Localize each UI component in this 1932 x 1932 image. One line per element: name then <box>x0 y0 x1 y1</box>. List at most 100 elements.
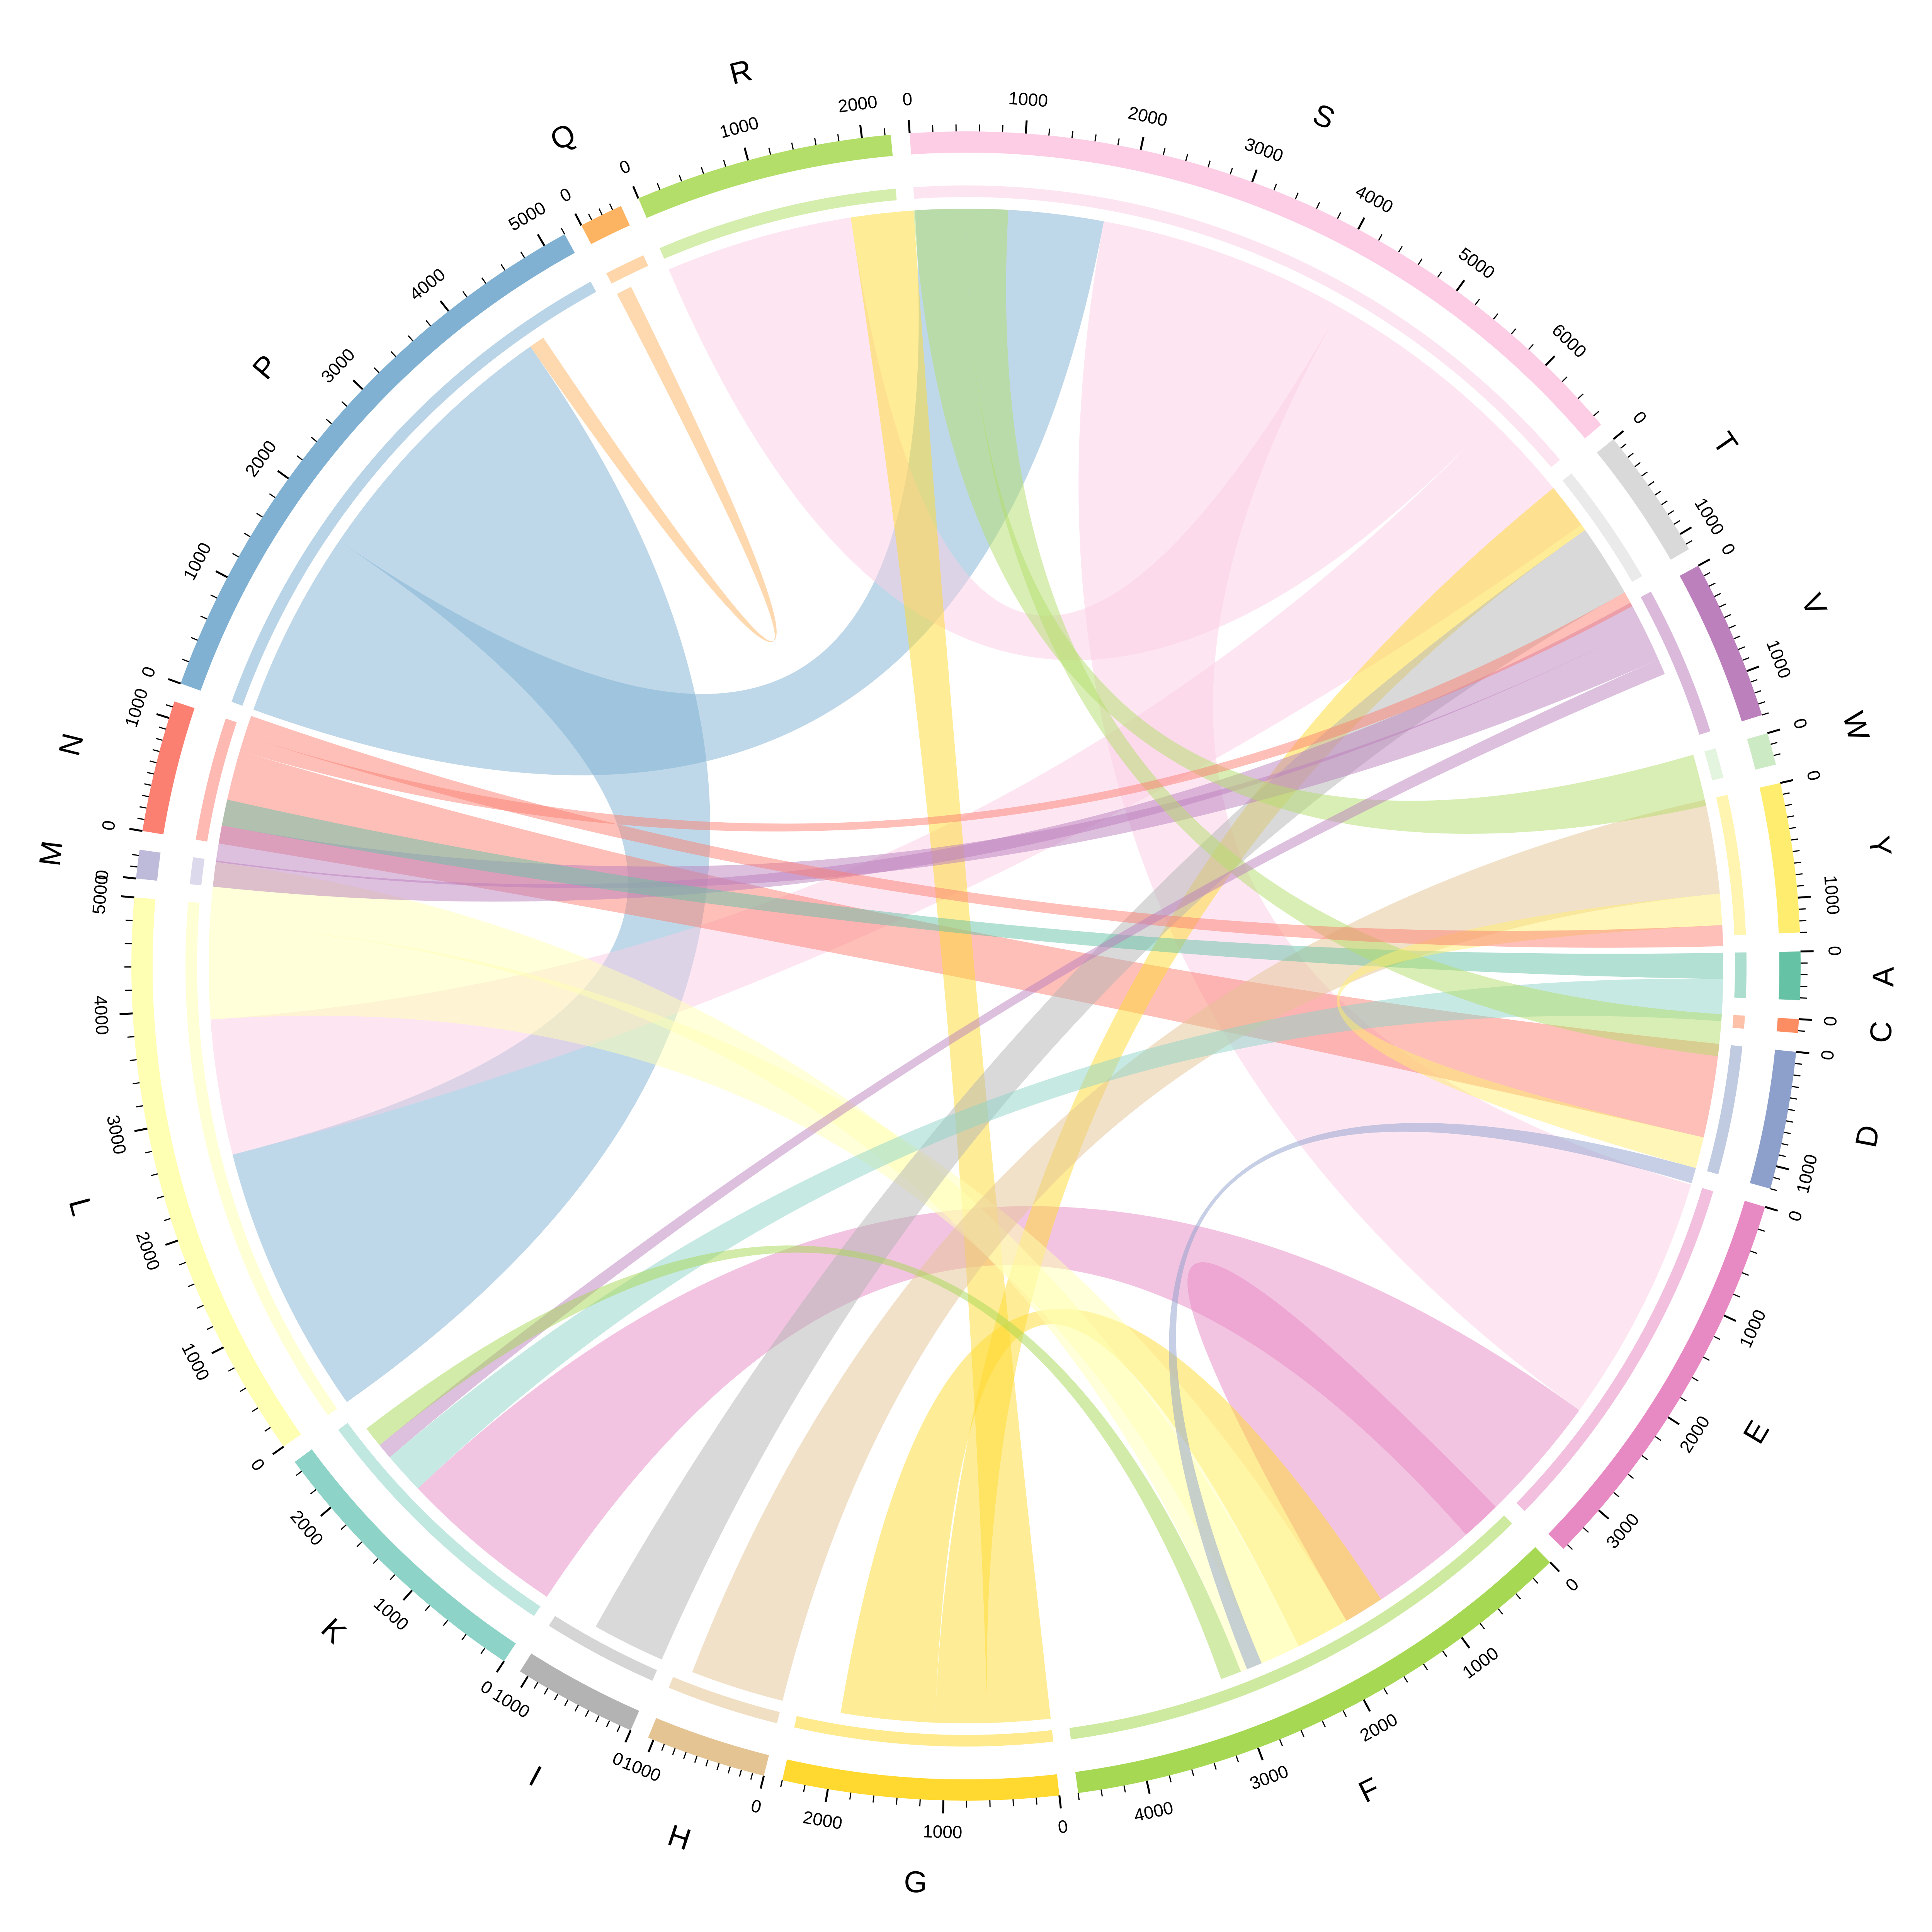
tick-mark <box>554 1694 559 1701</box>
sector-track <box>1734 952 1747 998</box>
tick-mark <box>1578 393 1584 399</box>
tick-mark <box>1613 1492 1620 1497</box>
tick-mark <box>1788 1109 1795 1111</box>
tick-mark <box>408 335 413 342</box>
tick-mark <box>1071 131 1074 138</box>
tick-mark <box>151 1173 158 1176</box>
tick-label: 0 <box>1717 540 1740 558</box>
tick-mark <box>1077 1793 1080 1800</box>
tick-label: 5000 <box>1455 243 1498 283</box>
tick-label: 0 <box>1817 1049 1838 1061</box>
tick-mark <box>150 760 157 764</box>
tick-mark <box>1549 1561 1560 1573</box>
tick-mark <box>1634 462 1641 467</box>
tick-mark <box>1767 728 1781 734</box>
tick-mark <box>1100 1789 1103 1797</box>
tick-mark <box>561 228 565 235</box>
sector-label-K: K <box>315 1611 353 1650</box>
tick-mark <box>1641 471 1648 477</box>
tick-mark <box>159 726 166 730</box>
sector-label-W: W <box>1836 708 1876 744</box>
tick-label: 1000 <box>922 1821 963 1842</box>
sector-ring: 0A0 C01000D0100020003000E0100020003000400… <box>32 53 1900 1899</box>
tick-mark <box>1561 376 1568 383</box>
tick-label: 3000 <box>1247 1761 1291 1794</box>
tick-mark <box>825 1789 829 1803</box>
tick-mark <box>191 637 198 641</box>
tick-mark <box>1191 1769 1194 1777</box>
tick-label: 0 <box>1803 769 1825 782</box>
tick-mark <box>1403 1676 1408 1683</box>
tick-mark <box>389 1574 396 1580</box>
tick-mark <box>326 418 332 424</box>
tick-mark <box>1655 1436 1662 1441</box>
tick-mark <box>1418 258 1423 265</box>
tick-label: 1000 <box>1458 1643 1502 1683</box>
tick-label: 2000 <box>801 1807 844 1833</box>
tick-mark <box>1163 148 1166 155</box>
tick-mark <box>256 513 263 518</box>
tick-mark <box>656 183 661 190</box>
tick-mark <box>1779 1154 1786 1157</box>
sector-arc <box>1779 951 1801 1000</box>
tick-mark <box>1754 690 1762 694</box>
tick-mark <box>1357 217 1366 230</box>
tick-mark <box>1528 344 1534 350</box>
tick-mark <box>1724 614 1731 618</box>
tick-mark <box>520 251 525 258</box>
sector-arc <box>648 1718 769 1776</box>
tick-mark <box>1442 1650 1447 1657</box>
sector-track <box>1716 795 1746 935</box>
chord-link-E-K <box>418 1206 1580 1597</box>
tick-mark <box>1094 134 1097 142</box>
tick-mark <box>272 1446 284 1455</box>
tick-label: 0 <box>91 869 112 881</box>
sector-arc <box>1679 565 1762 721</box>
tick-mark <box>163 1218 171 1221</box>
tick-mark <box>1765 1206 1778 1212</box>
tick-mark <box>228 1367 235 1372</box>
tick-mark <box>133 1082 140 1085</box>
sector-arc <box>1548 1201 1765 1549</box>
tick-mark <box>1713 1336 1721 1340</box>
sector-arc <box>1075 1547 1550 1793</box>
tick-mark <box>1279 1739 1283 1746</box>
tick-mark <box>1620 443 1627 449</box>
tick-mark <box>1583 1527 1589 1533</box>
tick-mark <box>144 783 151 786</box>
tick-mark <box>1790 1097 1797 1100</box>
tick-mark <box>425 320 431 327</box>
tick-mark <box>1685 540 1692 545</box>
tick-mark <box>1703 1356 1710 1361</box>
tick-mark <box>374 367 379 373</box>
tick-mark <box>1139 137 1145 150</box>
tick-mark <box>1648 481 1655 486</box>
sector-arc <box>131 897 301 1447</box>
tick-mark <box>168 678 181 685</box>
sector-arc <box>142 701 195 835</box>
tick-mark <box>564 1699 569 1706</box>
sector-label-E: E <box>1736 1415 1776 1449</box>
sector-track <box>1562 473 1642 582</box>
tick-mark <box>598 208 603 215</box>
tick-label: 3000 <box>1242 134 1286 166</box>
tick-mark <box>1750 1250 1757 1254</box>
tick-label: 3000 <box>317 344 359 387</box>
tick-mark <box>739 1769 742 1777</box>
sector-N: 0 1000 N <box>52 686 237 842</box>
tick-mark <box>1661 500 1668 505</box>
tick-mark <box>197 1304 204 1309</box>
tick-mark <box>1680 526 1692 535</box>
tick-mark <box>182 658 189 663</box>
tick-mark <box>1776 1165 1789 1170</box>
tick-mark <box>129 1059 137 1061</box>
tick-mark <box>716 1763 720 1770</box>
tick-mark <box>425 1605 430 1611</box>
tick-mark <box>585 1710 589 1717</box>
tick-mark <box>606 1720 610 1727</box>
tick-mark <box>1456 279 1465 292</box>
tick-mark <box>187 1283 195 1287</box>
chord-link-K-A <box>389 979 1723 1489</box>
